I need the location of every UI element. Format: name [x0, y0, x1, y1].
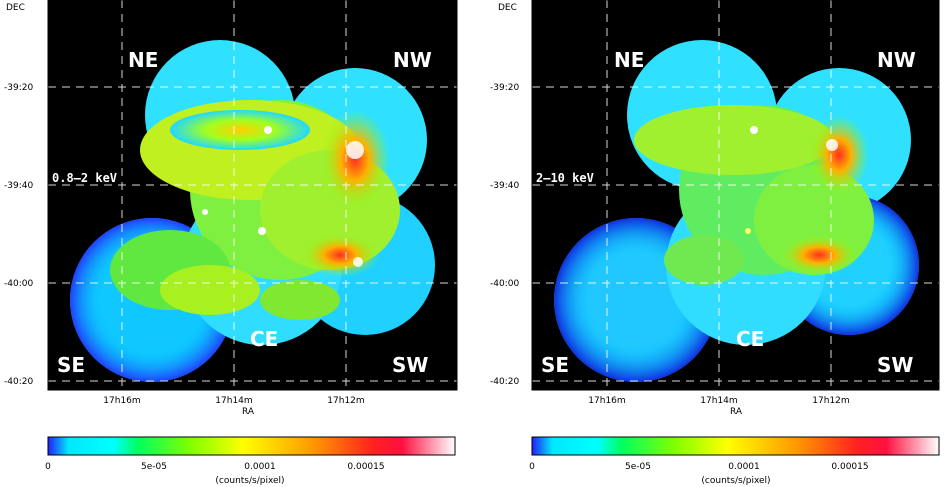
- dec-axis-label: DEC: [498, 3, 517, 13]
- dec-tick-label: -39:40: [490, 181, 519, 191]
- colorbar-tick-label: 0.00015: [831, 462, 868, 472]
- coordinate-grid: [532, 0, 939, 390]
- region-label-sw: SW: [392, 353, 428, 377]
- colorbar-unit-label: (counts/s/pixel): [701, 476, 770, 486]
- region-label-ce: CE: [736, 327, 764, 351]
- colorbar: [531, 436, 940, 456]
- mosaic-emission: [554, 40, 919, 382]
- right-panel: NE NW SE SW CE 2–10 keV DEC -39:20 -39:4…: [474, 0, 948, 487]
- colorbar-tick-label: 0.0001: [728, 462, 760, 472]
- colorbar-tick-label: 0.00015: [347, 462, 384, 472]
- colorbar-tick-label: 0: [529, 462, 535, 472]
- dec-tick-label: -40:20: [4, 377, 33, 387]
- region-label-nw: NW: [877, 48, 916, 72]
- colorbar: [47, 436, 456, 456]
- dec-tick-label: -39:20: [4, 83, 33, 93]
- dec-axis-label: DEC: [6, 3, 25, 13]
- region-label-se: SE: [541, 353, 569, 377]
- region-label-ce: CE: [250, 327, 278, 351]
- image-border: [47, 0, 458, 391]
- dec-tick-label: -39:40: [4, 181, 33, 191]
- energy-band-label: 2–10 keV: [536, 171, 594, 185]
- image-border: [531, 0, 940, 391]
- colorbar-tick-label: 5e-05: [141, 462, 167, 472]
- energy-band-label: 0.8–2 keV: [52, 171, 117, 185]
- region-label-ne: NE: [128, 48, 158, 72]
- ra-tick-label: 17h12m: [327, 396, 364, 406]
- colorbar-unit-label: (counts/s/pixel): [215, 476, 284, 486]
- region-label-se: SE: [57, 353, 85, 377]
- ra-tick-label: 17h16m: [103, 396, 140, 406]
- colorbar-tick-label: 5e-05: [625, 462, 651, 472]
- coordinate-grid: [48, 0, 457, 390]
- left-panel: NE NW SE SW CE 0.8–2 keV DEC -39:20 -39:…: [0, 0, 474, 487]
- ra-tick-label: 17h14m: [700, 396, 737, 406]
- dec-tick-label: -39:20: [490, 83, 519, 93]
- region-label-sw: SW: [877, 353, 913, 377]
- region-label-nw: NW: [393, 48, 432, 72]
- ra-axis-label: RA: [730, 407, 743, 417]
- dec-tick-label: -40:20: [490, 377, 519, 387]
- colorbar-tick-label: 0: [45, 462, 51, 472]
- region-label-ne: NE: [614, 48, 644, 72]
- ra-axis-label: RA: [242, 407, 255, 417]
- right-image-svg: NE NW SE SW CE 2–10 keV DEC -39:20 -39:4…: [490, 0, 940, 486]
- left-image-svg: NE NW SE SW CE 0.8–2 keV DEC -39:20 -39:…: [4, 0, 458, 486]
- dec-tick-label: -40:00: [490, 279, 519, 289]
- ra-tick-label: 17h16m: [588, 396, 625, 406]
- ra-tick-label: 17h14m: [215, 396, 252, 406]
- colorbar-tick-label: 0.0001: [244, 462, 276, 472]
- dec-tick-label: -40:00: [4, 279, 33, 289]
- ra-tick-label: 17h12m: [812, 396, 849, 406]
